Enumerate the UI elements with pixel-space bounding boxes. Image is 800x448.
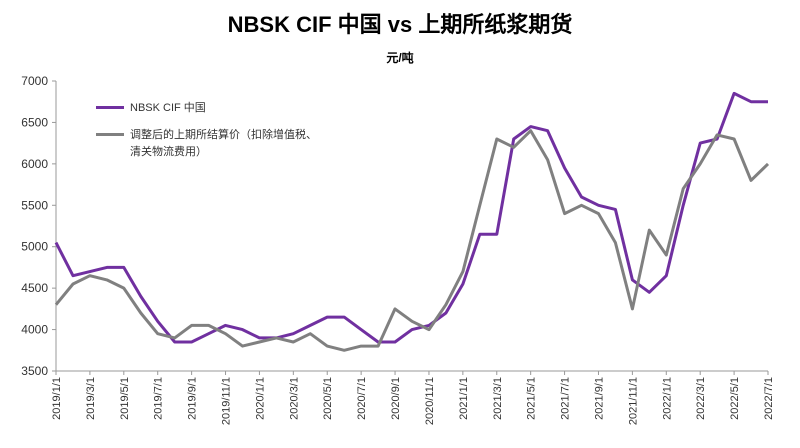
x-tick-label: 2020/3/1 xyxy=(288,377,300,420)
x-tick-label: 2021/11/1 xyxy=(627,377,639,425)
legend-swatch xyxy=(96,133,124,136)
x-tick-label: 2020/11/1 xyxy=(424,377,436,425)
x-tick-label: 2020/1/1 xyxy=(254,377,266,420)
x-tick-label: 2022/7/1 xyxy=(763,377,775,420)
x-tick-label: 2020/5/1 xyxy=(322,377,334,420)
y-tick-label: 5500 xyxy=(21,198,48,212)
x-tick-label: 2019/7/1 xyxy=(153,377,165,420)
y-tick-label: 4500 xyxy=(21,281,48,295)
y-tick-label: 3500 xyxy=(21,364,48,378)
y-tick-label: 6000 xyxy=(21,157,48,171)
series-line xyxy=(54,129,770,352)
legend-label: 调整后的上期所结算价（扣除增值税、清关物流费用） xyxy=(130,129,317,158)
legend-item: 调整后的上期所结算价（扣除增值税、清关物流费用） xyxy=(96,127,326,161)
x-tick-label: 2019/11/1 xyxy=(221,377,233,425)
series-line xyxy=(54,91,768,344)
y-tick-label: 5000 xyxy=(21,240,48,254)
x-tick-label: 2022/5/1 xyxy=(729,377,741,420)
y-tick-label: 4000 xyxy=(21,323,48,337)
legend-label: NBSK CIF 中国 xyxy=(130,102,206,114)
x-tick-label: 2021/9/1 xyxy=(593,377,605,420)
x-tick-label: 2022/3/1 xyxy=(695,377,707,420)
x-tick-label: 2019/5/1 xyxy=(119,377,131,420)
x-tick-label: 2021/5/1 xyxy=(526,377,538,420)
chart-title: NBSK CIF 中国 vs 上期所纸浆期货 xyxy=(228,12,573,37)
x-tick-label: 2022/1/1 xyxy=(661,377,673,420)
x-tick-label: 2021/1/1 xyxy=(458,377,470,420)
legend-swatch xyxy=(96,106,124,109)
x-tick-label: 2019/1/1 xyxy=(51,377,63,420)
chart-subtitle: 元/吨 xyxy=(386,50,413,65)
y-tick-label: 6500 xyxy=(21,115,48,129)
y-tick-label: 7000 xyxy=(21,74,48,88)
x-tick-label: 2021/7/1 xyxy=(560,377,572,420)
x-tick-label: 2019/3/1 xyxy=(85,377,97,420)
x-tick-label: 2020/7/1 xyxy=(356,377,368,420)
x-tick-label: 2019/9/1 xyxy=(187,377,199,420)
legend-item: NBSK CIF 中国 xyxy=(96,100,326,117)
legend: NBSK CIF 中国调整后的上期所结算价（扣除增值税、清关物流费用） xyxy=(96,100,326,171)
x-tick-label: 2021/3/1 xyxy=(492,377,504,420)
x-tick-label: 2020/9/1 xyxy=(390,377,402,420)
